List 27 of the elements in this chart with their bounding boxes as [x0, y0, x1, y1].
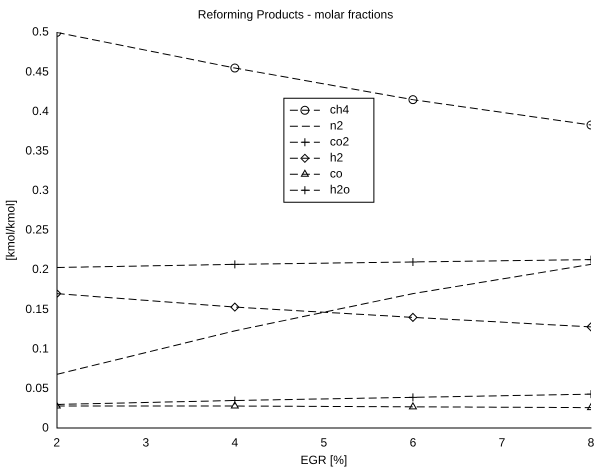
- x-tick-label: 5: [320, 436, 328, 450]
- legend-label: ch4: [330, 102, 350, 117]
- y-tick-label: 0.25: [25, 222, 50, 237]
- y-tick-label: 0.15: [25, 302, 50, 316]
- y-tick-label: 0.45: [25, 64, 50, 78]
- legend-label: co2: [330, 134, 350, 149]
- legend-label: n2: [330, 118, 344, 133]
- x-tick-label: 6: [410, 436, 417, 450]
- x-tick-label: 7: [498, 436, 506, 450]
- y-tick-label: 0.3: [32, 183, 50, 198]
- legend-label: h2o: [330, 182, 350, 197]
- x-tick-label: 3: [142, 436, 150, 450]
- y-tick-label: 0.4: [32, 104, 50, 118]
- legend-label: h2: [330, 150, 344, 165]
- chart-title: Reforming Products - molar fractions: [198, 8, 394, 22]
- y-tick-label: 0.2: [32, 262, 50, 276]
- x-axis-title: EGR [%]: [300, 453, 348, 468]
- y-tick-label: 0: [42, 420, 50, 435]
- y-tick-label: 0.1: [32, 341, 50, 356]
- x-tick-label: 2: [53, 436, 60, 450]
- x-tick-label: 4: [231, 436, 238, 450]
- y-tick-label: 0.35: [25, 143, 50, 158]
- x-tick-label: 8: [588, 436, 595, 450]
- legend-label: co: [330, 166, 343, 181]
- y-axis-title: [kmol/kmol]: [4, 200, 18, 261]
- y-tick-label: 0.05: [25, 380, 50, 395]
- y-tick-label: 0.5: [32, 24, 50, 39]
